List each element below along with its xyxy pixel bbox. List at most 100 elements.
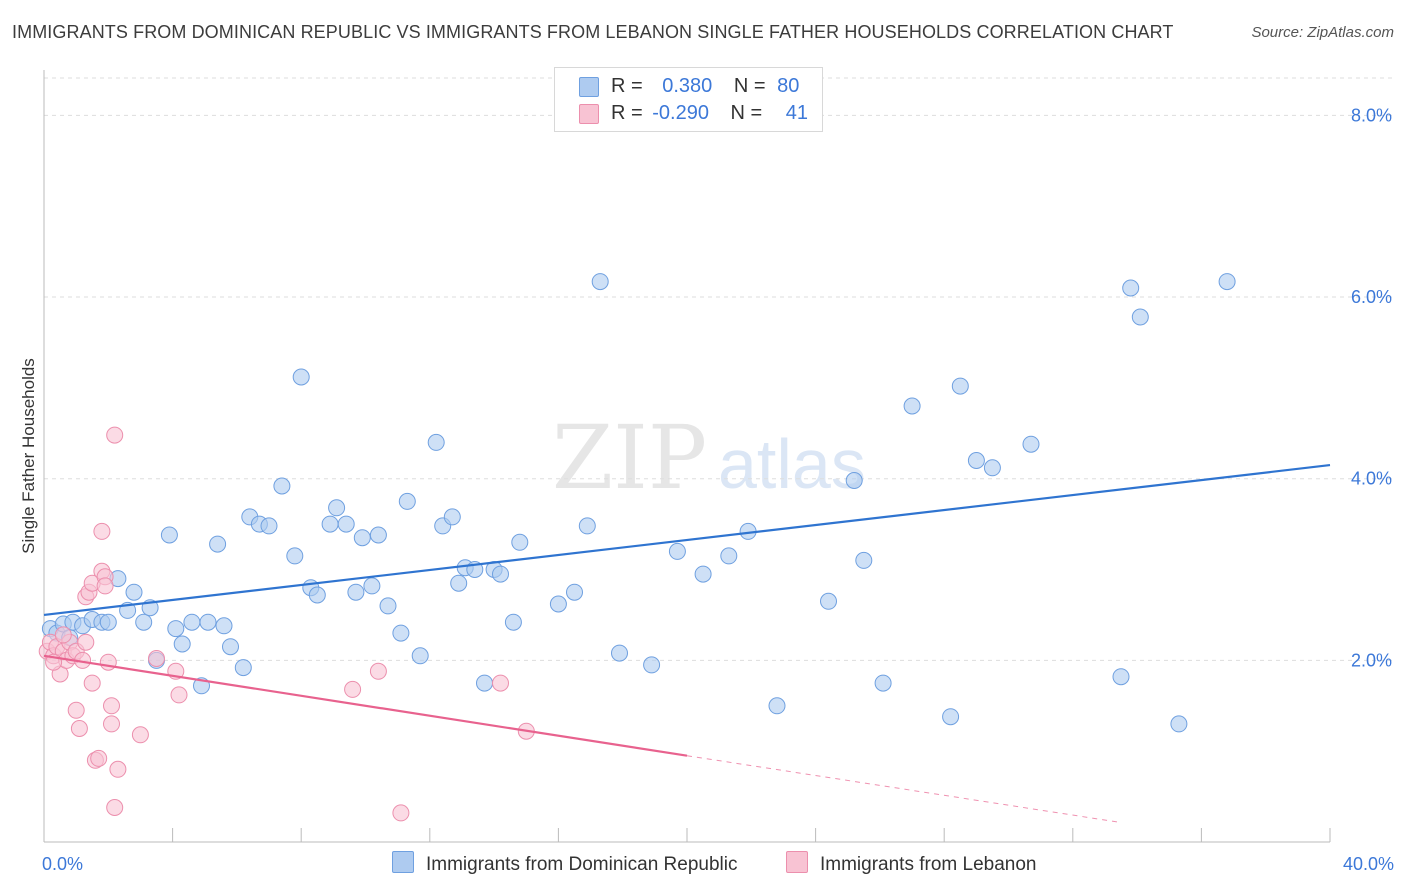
watermark-zip: ZIP <box>552 406 707 509</box>
dominican-point <box>668 542 686 560</box>
dominican-point <box>845 472 863 489</box>
dominican-point <box>820 592 837 610</box>
dominican-point <box>768 697 786 715</box>
lebanon-point <box>492 674 509 692</box>
lebanon-point <box>83 674 101 692</box>
dominican-point <box>183 613 201 631</box>
bottom-legend-label: Immigrants from Lebanon <box>820 854 1037 875</box>
dominican-point <box>504 613 522 631</box>
dominican-point <box>951 377 969 395</box>
dominican-point <box>874 674 892 692</box>
dominican-point <box>1170 715 1188 733</box>
dominican-point <box>476 674 493 692</box>
lebanon-point <box>369 662 387 680</box>
lebanon-point <box>131 726 149 744</box>
lebanon-point <box>103 697 120 715</box>
dominican-point <box>167 620 185 638</box>
lebanon-point <box>54 626 72 644</box>
dominican-point <box>720 547 738 565</box>
dominican-point <box>363 577 381 595</box>
dominican-point <box>1218 273 1236 291</box>
lebanon-point <box>67 701 85 719</box>
data-points <box>38 273 1236 822</box>
trend-lines <box>43 463 1331 823</box>
dominican-point <box>983 459 1001 477</box>
dominican-point <box>566 583 583 601</box>
y-tick-label: 6.0% <box>1351 287 1392 307</box>
lebanon-point <box>99 653 117 671</box>
legend-r-value: 0.380 <box>662 75 713 97</box>
lebanon-point <box>170 686 188 704</box>
lebanon-point <box>70 720 88 737</box>
legend-n-value: 80 <box>777 75 800 97</box>
legend-r-label: R = <box>611 102 643 124</box>
dominican-point <box>215 617 233 635</box>
lebanon-point <box>90 749 108 767</box>
lebanon-point <box>148 650 165 667</box>
dominican-point <box>260 517 278 535</box>
bottom-legend-label: Immigrants from Dominican Republic <box>426 854 738 875</box>
dominican-point <box>511 533 529 551</box>
dominican-point <box>611 644 628 662</box>
legend-swatch-blue <box>579 77 599 97</box>
x-tick-label: 40.0% <box>1343 854 1394 874</box>
grid-lines <box>44 77 1392 661</box>
dominican-point <box>578 517 596 535</box>
bottom-legend-dominican: Immigrants from Dominican Republic <box>392 851 738 876</box>
dominican-point <box>353 529 371 547</box>
dominican-point <box>286 547 304 565</box>
dominican-point <box>855 551 873 569</box>
dominican-point <box>99 613 117 631</box>
bottom-legend-swatch-pink <box>786 851 808 873</box>
dominican-point <box>492 565 509 583</box>
lebanon-point <box>344 680 362 698</box>
dominican-point <box>643 656 661 674</box>
dominican-point <box>160 526 178 544</box>
lebanon-point <box>106 426 124 444</box>
dominican-point <box>1122 279 1140 297</box>
dominican-point <box>125 583 143 601</box>
y-tick-label: 8.0% <box>1351 105 1392 125</box>
chart-title: IMMIGRANTS FROM DOMINICAN REPUBLIC VS IM… <box>12 22 1174 42</box>
dominican-point <box>903 397 921 415</box>
lebanon-point <box>93 522 111 540</box>
y-axis-label: Single Father Households <box>19 358 38 554</box>
dominican-point <box>379 597 397 615</box>
dominican-point <box>337 515 355 533</box>
dominican-point <box>234 659 252 677</box>
dominican-point <box>222 638 239 656</box>
dominican-trend-line <box>43 463 1331 617</box>
lebanon-point <box>77 633 95 651</box>
legend-swatch-pink <box>579 104 599 124</box>
dominican-point <box>273 477 291 495</box>
dominican-point <box>369 526 387 544</box>
dominican-point <box>135 613 153 631</box>
y-tick-label: 4.0% <box>1351 469 1392 489</box>
lebanon-point <box>96 577 114 595</box>
dominican-point <box>308 586 326 604</box>
axes <box>43 70 1331 843</box>
legend-r-value: -0.290 <box>652 102 709 124</box>
dominican-point <box>694 565 712 583</box>
lebanon-point <box>106 799 124 816</box>
legend-n-label: N = <box>730 102 763 124</box>
lebanon-trend-extension <box>686 755 1118 823</box>
dominican-point <box>173 635 191 653</box>
legend-n-value: 41 <box>785 102 809 124</box>
lebanon-trend-line <box>43 654 688 757</box>
legend-n-label: N = <box>733 75 766 97</box>
bottom-legend-lebanon: Immigrants from Lebanon <box>786 851 1037 876</box>
stats-legend: R = 0.380 N = 80 R = -0.290 N = 41 <box>554 67 823 132</box>
y-tick-label: 2.0% <box>1351 650 1392 670</box>
dominican-point <box>292 368 310 386</box>
bottom-legend-swatch-blue <box>392 851 414 873</box>
dominican-point <box>411 647 429 665</box>
x-tick-label: 0.0% <box>42 854 83 874</box>
dominican-point <box>1022 435 1040 453</box>
dominican-point <box>1112 668 1130 686</box>
lebanon-point <box>103 715 120 733</box>
dominican-point <box>321 515 339 533</box>
watermark-atlas: atlas <box>718 425 866 503</box>
legend-r-label: R = <box>611 75 643 97</box>
dominican-point <box>549 595 567 613</box>
